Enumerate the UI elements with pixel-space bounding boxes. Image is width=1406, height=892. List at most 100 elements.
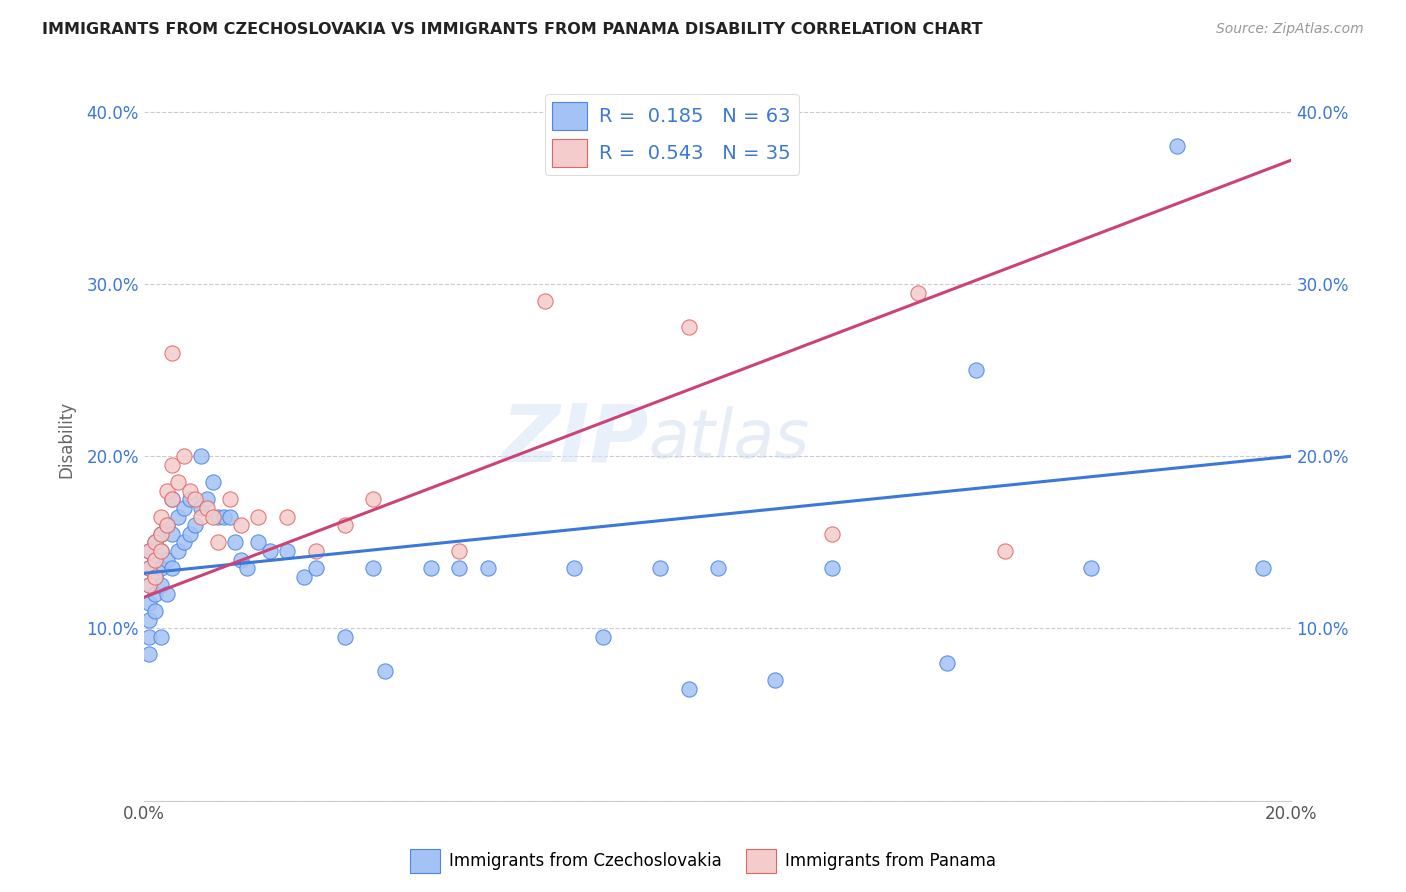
Point	[138, 630, 160, 644]
Point	[179, 483, 201, 498]
Point	[149, 561, 172, 575]
Point	[907, 285, 929, 300]
Point	[167, 475, 190, 489]
Point	[173, 535, 195, 549]
Point	[143, 535, 166, 549]
Point	[259, 544, 281, 558]
Point	[143, 604, 166, 618]
Point	[149, 526, 172, 541]
Point	[143, 587, 166, 601]
Point	[650, 561, 672, 575]
Point	[184, 518, 207, 533]
Point	[449, 544, 471, 558]
Point	[155, 518, 177, 533]
Point	[374, 665, 396, 679]
Point	[305, 561, 328, 575]
Point	[138, 613, 160, 627]
Point	[179, 526, 201, 541]
Point	[276, 509, 298, 524]
Point	[247, 535, 270, 549]
Legend: Immigrants from Czechoslovakia, Immigrants from Panama: Immigrants from Czechoslovakia, Immigran…	[404, 842, 1002, 880]
Y-axis label: Disability: Disability	[58, 401, 75, 477]
Point	[143, 570, 166, 584]
Point	[149, 630, 172, 644]
Point	[449, 561, 471, 575]
Point	[936, 656, 959, 670]
Point	[167, 544, 190, 558]
Point	[195, 500, 218, 515]
Point	[224, 535, 246, 549]
Point	[276, 544, 298, 558]
Point	[184, 492, 207, 507]
Point	[419, 561, 441, 575]
Point	[162, 561, 184, 575]
Point	[1080, 561, 1102, 575]
Point	[190, 449, 212, 463]
Point	[143, 552, 166, 566]
Point	[231, 552, 253, 566]
Point	[138, 578, 160, 592]
Point	[292, 570, 315, 584]
Point	[201, 475, 224, 489]
Point	[592, 630, 614, 644]
Point	[162, 458, 184, 472]
Point	[162, 492, 184, 507]
Text: atlas: atlas	[648, 406, 810, 472]
Point	[162, 526, 184, 541]
Point	[821, 526, 844, 541]
Point	[138, 544, 160, 558]
Point	[678, 681, 700, 696]
Point	[173, 449, 195, 463]
Point	[162, 346, 184, 360]
Point	[333, 518, 356, 533]
Point	[155, 483, 177, 498]
Point	[143, 570, 166, 584]
Point	[173, 500, 195, 515]
Point	[149, 509, 172, 524]
Point	[138, 561, 160, 575]
Point	[149, 578, 172, 592]
Point	[155, 518, 177, 533]
Point	[167, 509, 190, 524]
Point	[190, 509, 212, 524]
Point	[138, 647, 160, 661]
Point	[149, 544, 172, 558]
Point	[361, 492, 384, 507]
Point	[993, 544, 1015, 558]
Point	[162, 492, 184, 507]
Point	[138, 578, 160, 592]
Point	[1166, 139, 1188, 153]
Point	[155, 587, 177, 601]
Point	[138, 561, 160, 575]
Text: IMMIGRANTS FROM CZECHOSLOVAKIA VS IMMIGRANTS FROM PANAMA DISABILITY CORRELATION : IMMIGRANTS FROM CZECHOSLOVAKIA VS IMMIGR…	[42, 22, 983, 37]
Point	[195, 492, 218, 507]
Point	[143, 552, 166, 566]
Point	[190, 500, 212, 515]
Point	[821, 561, 844, 575]
Text: Source: ZipAtlas.com: Source: ZipAtlas.com	[1216, 22, 1364, 37]
Point	[179, 492, 201, 507]
Point	[534, 294, 557, 309]
Point	[706, 561, 728, 575]
Point	[305, 544, 328, 558]
Point	[333, 630, 356, 644]
Point	[138, 596, 160, 610]
Point	[143, 535, 166, 549]
Point	[212, 509, 235, 524]
Point	[965, 363, 987, 377]
Point	[678, 320, 700, 334]
Point	[763, 673, 786, 687]
Point	[149, 526, 172, 541]
Point	[201, 509, 224, 524]
Point	[218, 492, 240, 507]
Point	[138, 544, 160, 558]
Point	[207, 509, 229, 524]
Point	[236, 561, 259, 575]
Point	[562, 561, 585, 575]
Text: ZIP: ZIP	[502, 400, 648, 478]
Point	[361, 561, 384, 575]
Point	[149, 544, 172, 558]
Point	[247, 509, 270, 524]
Point	[231, 518, 253, 533]
Point	[207, 535, 229, 549]
